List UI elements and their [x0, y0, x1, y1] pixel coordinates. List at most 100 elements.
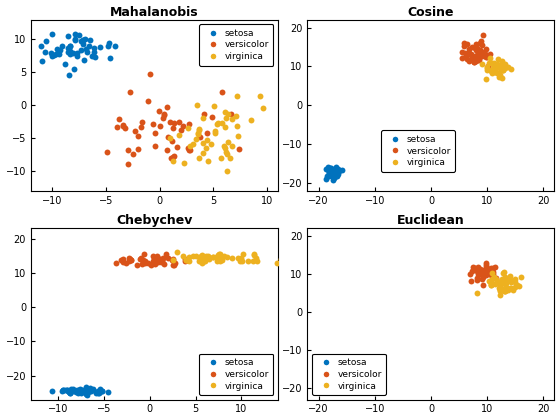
Point [328, 173, 337, 179]
Point [475, 56, 484, 63]
Point [338, 167, 347, 174]
Point [252, 254, 261, 261]
Point [505, 285, 514, 291]
Point [47, 387, 56, 394]
Point [327, 387, 336, 394]
Point [163, 147, 172, 153]
Point [227, 116, 236, 123]
Point [105, 54, 114, 61]
Point [487, 272, 496, 278]
Point [150, 255, 158, 261]
Point [326, 166, 335, 173]
Point [335, 382, 344, 389]
Point [160, 260, 169, 267]
Point [68, 388, 77, 394]
Point [491, 67, 500, 74]
Point [160, 111, 169, 118]
Point [155, 108, 164, 115]
Point [169, 125, 178, 131]
Point [235, 146, 244, 152]
Point [87, 52, 96, 59]
Point [114, 115, 123, 122]
Point [173, 143, 182, 150]
Point [477, 276, 486, 283]
Point [168, 256, 177, 263]
Point [196, 255, 205, 261]
Point [66, 389, 75, 396]
Point [78, 388, 87, 394]
Point [503, 63, 512, 70]
Point [329, 384, 338, 391]
Point [476, 47, 485, 54]
Point [501, 61, 510, 68]
Point [327, 164, 336, 171]
Point [41, 38, 50, 45]
Point [79, 386, 88, 393]
Point [137, 255, 146, 261]
Point [121, 125, 130, 132]
Point [476, 265, 485, 272]
Point [470, 55, 479, 62]
Point [223, 150, 232, 157]
Point [326, 164, 335, 171]
Point [488, 269, 497, 276]
Point [151, 143, 160, 150]
Point [104, 388, 113, 395]
Point [332, 383, 341, 390]
Point [211, 128, 220, 135]
Point [332, 383, 340, 390]
Point [325, 171, 334, 178]
Point [89, 45, 98, 52]
Point [474, 267, 483, 274]
Point [212, 257, 221, 264]
Point [331, 168, 340, 175]
Point [119, 256, 128, 262]
Point [487, 70, 496, 76]
Point [335, 383, 344, 390]
Point [199, 258, 208, 265]
Point [333, 173, 342, 179]
Point [477, 60, 486, 67]
Point [471, 41, 480, 47]
Point [464, 50, 473, 57]
Point [255, 92, 264, 99]
Point [82, 391, 91, 398]
Point [124, 147, 133, 154]
Point [337, 384, 346, 391]
Point [487, 265, 496, 271]
Point [157, 258, 166, 265]
Point [55, 47, 64, 53]
Point [211, 129, 220, 136]
Point [236, 254, 245, 261]
Point [228, 255, 237, 261]
Point [482, 271, 491, 278]
Point [199, 140, 208, 147]
Point [476, 48, 485, 55]
Point [76, 388, 85, 395]
Point [474, 50, 483, 57]
Point [151, 130, 160, 136]
Point [483, 269, 492, 276]
Point [335, 383, 344, 390]
Title: Cosine: Cosine [408, 5, 454, 18]
Point [335, 379, 344, 386]
Point [464, 49, 473, 56]
Point [189, 141, 198, 147]
Point [479, 52, 488, 59]
Point [64, 72, 73, 79]
Point [84, 388, 93, 395]
Point [497, 74, 506, 81]
Point [487, 280, 496, 287]
Point [478, 270, 487, 277]
Point [124, 257, 133, 264]
Point [493, 55, 502, 62]
Point [468, 55, 477, 61]
Point [462, 56, 471, 63]
Point [332, 169, 340, 176]
Point [169, 257, 178, 264]
Point [336, 383, 345, 390]
Point [474, 55, 483, 62]
Point [153, 257, 162, 264]
Point [460, 43, 469, 50]
Point [195, 258, 204, 265]
